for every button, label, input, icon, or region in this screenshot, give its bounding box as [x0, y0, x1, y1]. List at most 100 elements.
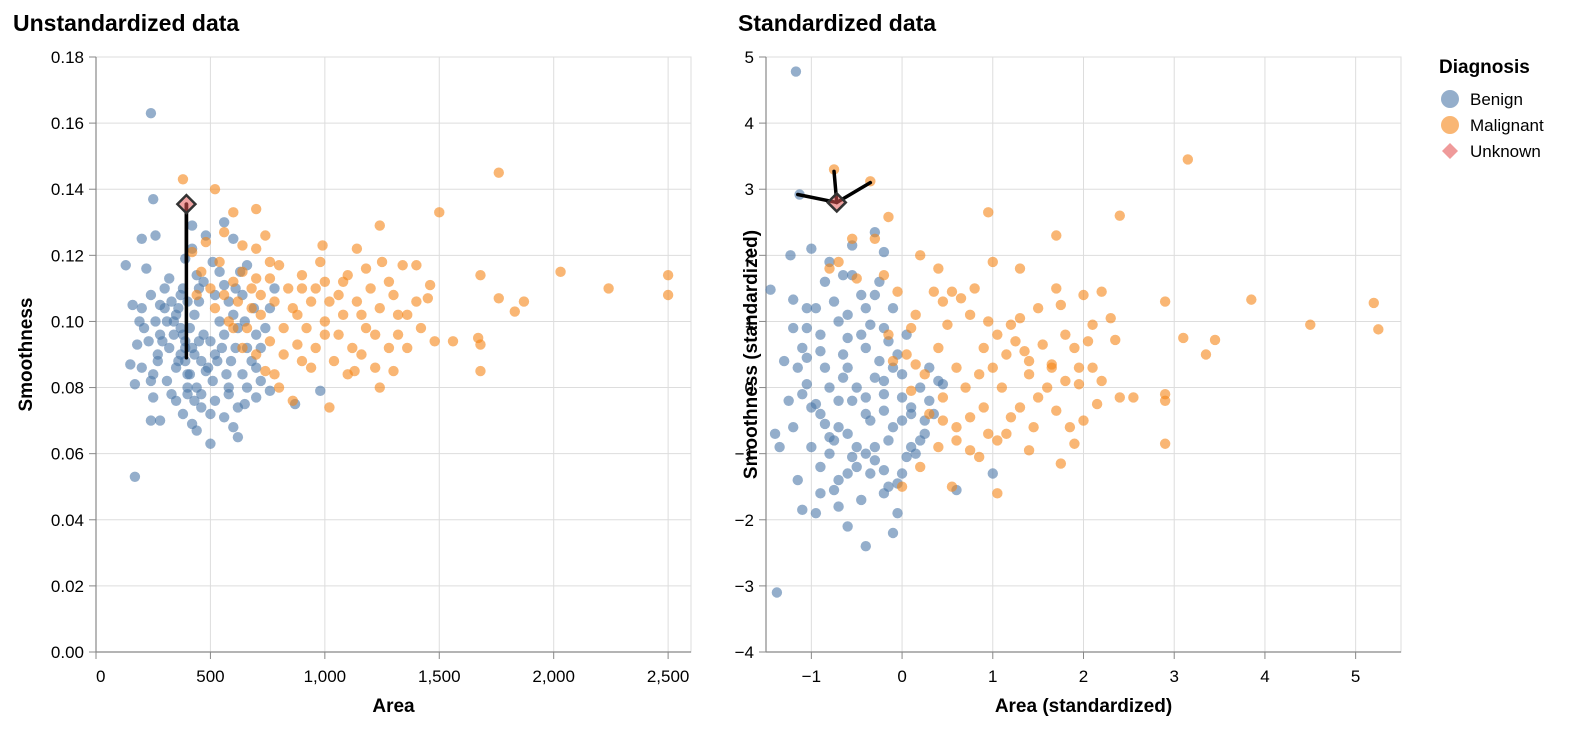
data-point-benign [819, 276, 831, 287]
data-point-benign [810, 303, 822, 314]
data-point-benign [856, 289, 867, 301]
data-point-benign [214, 266, 225, 278]
y-tick-label: −2 [735, 511, 754, 530]
data-point-malignant [228, 276, 239, 287]
data-point-malignant [1051, 405, 1062, 416]
data-point-benign [842, 309, 853, 321]
data-point-benign [837, 372, 849, 383]
data-point-malignant [1159, 296, 1171, 307]
data-point-benign [184, 369, 196, 380]
data-point-malignant [1069, 438, 1080, 449]
data-point-malignant [264, 336, 276, 347]
data-point-malignant [1001, 349, 1012, 360]
data-point-malignant [356, 349, 367, 360]
data-point-unknown [175, 193, 198, 215]
chart-panel-1: Standardized data −1 0 1 2 3 4 5 −4 −3 −2 −1 0 1 2 3 4 5 A… [735, 10, 1402, 717]
data-point-malignant [493, 293, 504, 304]
data-point-malignant [1023, 355, 1035, 367]
legend-label-unknown: Unknown [1470, 142, 1541, 161]
data-point-malignant [1019, 345, 1030, 357]
y-tick-label: −3 [735, 577, 754, 596]
data-point-benign [896, 369, 908, 380]
y-tick-label: 0.10 [51, 312, 84, 331]
data-point-malignant [1159, 395, 1171, 406]
data-point-malignant [1046, 362, 1057, 373]
data-point-malignant [218, 289, 230, 301]
x-tick-label: 5 [1351, 667, 1360, 686]
data-point-malignant [328, 355, 340, 367]
data-point-benign [145, 415, 157, 426]
data-point-malignant [324, 296, 335, 307]
data-point-malignant [915, 250, 926, 261]
data-point-malignant [951, 362, 962, 373]
data-point-malignant [493, 167, 504, 178]
data-point-malignant [475, 269, 486, 281]
data-point-benign [987, 468, 998, 479]
data-point-benign [260, 322, 271, 334]
data-point-malignant [255, 309, 266, 321]
data-point-malignant [273, 382, 285, 393]
x-tick-label: −1 [802, 667, 821, 686]
data-point-malignant [603, 283, 614, 294]
data-point-malignant [310, 283, 321, 294]
data-point-benign [801, 379, 813, 390]
y-tick-label: 0.08 [51, 379, 84, 398]
x-tick-label: 4 [1260, 667, 1269, 686]
y-tick-label: 4 [745, 114, 754, 133]
data-point-benign [806, 243, 817, 254]
data-point-malignant [901, 349, 912, 360]
data-point-malignant [360, 263, 372, 274]
data-point-malignant [237, 342, 248, 354]
y-tick-label: 0.00 [51, 643, 84, 662]
data-point-benign [150, 230, 161, 241]
data-point-malignant [1209, 334, 1221, 346]
data-point-benign [810, 507, 822, 519]
data-point-benign [878, 464, 890, 476]
data-point-malignant [1096, 375, 1107, 387]
data-point-malignant [1060, 329, 1071, 340]
data-point-benign [788, 294, 799, 305]
legend-swatch-benign [1441, 90, 1459, 108]
data-point-malignant [662, 269, 674, 281]
data-point-malignant [200, 236, 212, 248]
data-point-malignant [992, 435, 1003, 446]
data-point-malignant [1028, 422, 1039, 433]
data-point-benign [797, 342, 808, 354]
data-point-benign [790, 66, 802, 77]
y-tick-label: 0.02 [51, 577, 84, 596]
legend-label-benign: Benign [1470, 90, 1523, 109]
data-point-malignant [250, 243, 262, 254]
data-point-malignant [209, 303, 221, 314]
data-point-benign [186, 220, 198, 231]
data-point-malignant [255, 289, 266, 301]
data-point-benign [783, 395, 794, 406]
data-point-benign [232, 402, 244, 413]
data-point-malignant [910, 309, 921, 321]
data-point-malignant [333, 289, 344, 301]
data-point-benign [810, 398, 822, 410]
data-point-benign [771, 587, 783, 598]
data-point-malignant [933, 441, 944, 453]
data-point-benign [801, 352, 813, 364]
data-point-malignant [1073, 379, 1085, 390]
data-point-benign [824, 431, 835, 443]
data-point-malignant [337, 309, 349, 321]
data-point-benign [815, 345, 826, 357]
data-point-malignant [978, 342, 989, 354]
data-point-malignant [260, 365, 271, 377]
data-point-benign [189, 309, 200, 321]
data-point-malignant [301, 322, 312, 334]
data-point-malignant [933, 342, 944, 354]
data-point-malignant [365, 283, 376, 294]
data-point-malignant [883, 329, 894, 340]
data-point-malignant [278, 322, 289, 334]
data-point-malignant [1051, 230, 1062, 241]
x-tick-label: 500 [196, 667, 224, 686]
data-point-malignant [1178, 332, 1189, 344]
data-point-malignant [269, 296, 280, 307]
data-point-benign [833, 501, 844, 512]
data-point-benign [851, 382, 862, 393]
data-point-malignant [392, 329, 404, 340]
data-point-malignant [1096, 286, 1107, 297]
y-tick-label: 1 [745, 312, 754, 331]
